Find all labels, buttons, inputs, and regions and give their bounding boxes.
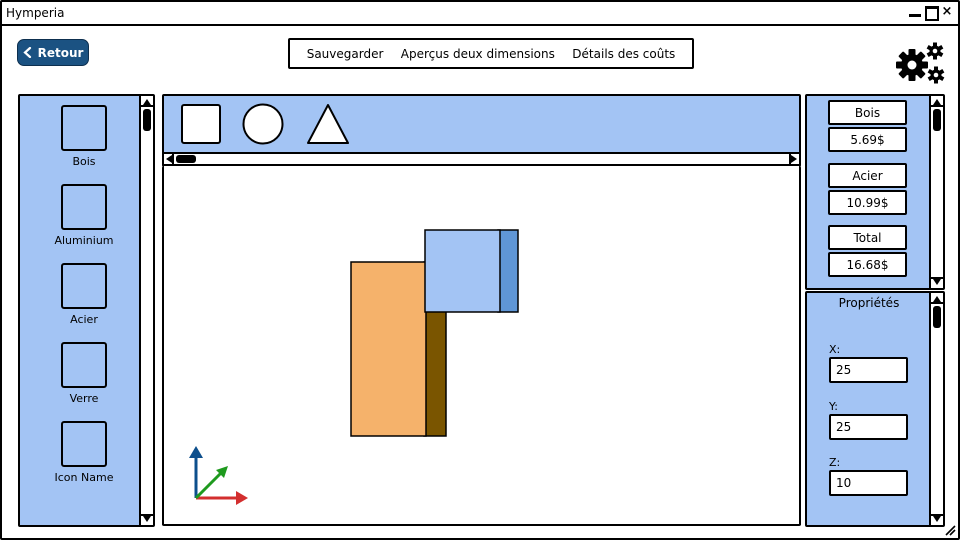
prop-label-x: X: (829, 343, 841, 356)
cost-label-wood: Bois (828, 100, 907, 125)
scroll-thumb[interactable] (933, 109, 941, 131)
scroll-down-icon[interactable] (933, 279, 941, 285)
back-button[interactable]: Retour (17, 39, 89, 66)
materials-scrollbar[interactable] (139, 96, 153, 525)
window-controls: × (908, 4, 954, 21)
prop-label-z: Z: (829, 456, 841, 469)
material-label: Bois (72, 155, 96, 168)
resize-grip-icon[interactable] (944, 524, 956, 536)
cost-label-total: Total (828, 225, 907, 250)
menu-item-save[interactable]: Sauvegarder (306, 46, 384, 61)
scroll-down-icon[interactable] (143, 516, 151, 522)
menu-item-2d-preview[interactable]: Aperçus deux dimensions (400, 46, 555, 61)
properties-title: Propriétés (838, 296, 900, 310)
wood-block[interactable] (350, 261, 427, 437)
menu-item-cost-details[interactable]: Détails des coûts (572, 46, 676, 61)
scroll-down-icon[interactable] (933, 516, 941, 522)
material-icon-placeholder (61, 105, 107, 151)
square-icon[interactable] (180, 103, 222, 145)
material-label: Verre (69, 392, 99, 405)
properties-panel: Propriétés X: 25 Y: 25 Z: 10 (805, 291, 945, 527)
shape-toolbar-scrollbar[interactable] (164, 152, 799, 166)
prop-input-y[interactable]: 25 (829, 414, 908, 440)
back-button-label: Retour (37, 45, 84, 60)
costs-scrollbar[interactable] (929, 96, 943, 288)
material-item-wood[interactable]: Bois (20, 105, 148, 168)
scroll-left-icon[interactable] (166, 155, 172, 163)
circle-icon[interactable] (242, 103, 284, 145)
material-icon-placeholder (61, 263, 107, 309)
materials-panel: Bois Aluminium Acier Verre Icon Name (18, 94, 155, 527)
scroll-up-icon[interactable] (933, 296, 941, 302)
shape-toolbar (162, 94, 801, 167)
chevron-left-icon (22, 47, 31, 58)
scroll-thumb[interactable] (176, 155, 196, 163)
gears-icon[interactable] (895, 42, 947, 86)
steel-block[interactable] (424, 229, 501, 313)
material-icon-placeholder (61, 184, 107, 230)
material-item-icon-name[interactable]: Icon Name (20, 421, 148, 484)
scroll-up-icon[interactable] (143, 99, 151, 105)
cost-value-wood: 5.69$ (828, 127, 907, 152)
top-menu: Sauvegarder Aperçus deux dimensions Déta… (288, 38, 694, 69)
scroll-up-icon[interactable] (933, 99, 941, 105)
material-label: Acier (70, 313, 98, 326)
cost-value-total: 16.68$ (828, 252, 907, 277)
material-item-glass[interactable]: Verre (20, 342, 148, 405)
triangle-icon[interactable] (306, 103, 350, 145)
scroll-thumb[interactable] (933, 306, 941, 328)
material-label: Icon Name (54, 471, 114, 484)
axis-gizmo-icon (189, 446, 248, 505)
scroll-right-icon[interactable] (791, 155, 797, 163)
material-label: Aluminium (54, 234, 114, 247)
title-bar: Hymperia × (2, 2, 958, 26)
prop-input-x[interactable]: 25 (829, 357, 908, 383)
material-icon-placeholder (61, 421, 107, 467)
material-item-aluminium[interactable]: Aluminium (20, 184, 148, 247)
window-title: Hymperia (6, 6, 65, 20)
scene (189, 229, 519, 505)
material-item-steel[interactable]: Acier (20, 263, 148, 326)
close-icon[interactable]: × (941, 4, 953, 19)
3d-viewport[interactable] (162, 166, 801, 526)
prop-input-z[interactable]: 10 (829, 470, 908, 496)
cost-value-steel: 10.99$ (828, 190, 907, 215)
minimize-icon[interactable] (908, 5, 922, 19)
properties-scrollbar[interactable] (929, 293, 943, 525)
material-icon-placeholder (61, 342, 107, 388)
maximize-icon[interactable] (924, 5, 939, 21)
prop-label-y: Y: (829, 400, 838, 413)
scroll-thumb[interactable] (143, 109, 151, 131)
steel-block-side (497, 229, 519, 313)
cost-label-steel: Acier (828, 163, 907, 188)
costs-panel: Bois 5.69$ Acier 10.99$ Total 16.68$ (805, 94, 945, 290)
